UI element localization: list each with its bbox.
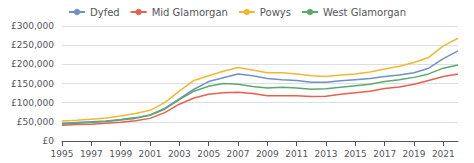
svg-text:£300,000: £300,000 <box>11 21 54 31</box>
svg-text:£100,000: £100,000 <box>11 98 54 108</box>
svg-text:£0: £0 <box>43 136 55 146</box>
svg-text:£200,000: £200,000 <box>11 59 54 69</box>
svg-text:Powys: Powys <box>260 7 291 18</box>
svg-text:1997: 1997 <box>80 149 103 159</box>
svg-text:2017: 2017 <box>373 149 396 159</box>
svg-text:£250,000: £250,000 <box>11 40 54 50</box>
svg-text:2001: 2001 <box>139 149 162 159</box>
svg-text:2013: 2013 <box>315 149 338 159</box>
svg-text:2015: 2015 <box>344 149 367 159</box>
svg-text:Dyfed: Dyfed <box>90 7 120 18</box>
svg-text:£50,000: £50,000 <box>17 117 54 127</box>
svg-text:2007: 2007 <box>227 149 250 159</box>
svg-text:2005: 2005 <box>197 149 220 159</box>
svg-text:2021: 2021 <box>432 149 455 159</box>
svg-text:2009: 2009 <box>256 149 279 159</box>
svg-text:West Glamorgan: West Glamorgan <box>323 7 406 18</box>
svg-text:1999: 1999 <box>109 149 132 159</box>
svg-text:Mid Glamorgan: Mid Glamorgan <box>152 7 228 18</box>
svg-text:2019: 2019 <box>403 149 426 159</box>
svg-text:2011: 2011 <box>285 149 308 159</box>
svg-text:1995: 1995 <box>51 149 74 159</box>
svg-text:£150,000: £150,000 <box>11 79 54 89</box>
svg-text:2003: 2003 <box>168 149 191 159</box>
